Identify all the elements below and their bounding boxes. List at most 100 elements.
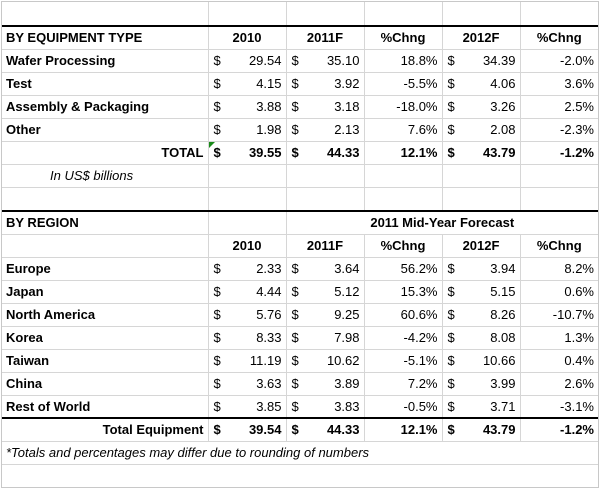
value-2012f[interactable]: $3.71 — [442, 395, 521, 419]
row-label[interactable]: Rest of World — [2, 395, 209, 419]
row-label[interactable]: China — [2, 372, 209, 396]
value-2011f[interactable]: $3.83 — [286, 395, 365, 419]
forecast-title[interactable]: 2011 Mid-Year Forecast — [286, 210, 598, 235]
col-header-chng-2012[interactable]: %Chng — [520, 234, 598, 258]
value-2010[interactable]: $39.55 — [208, 141, 287, 165]
value-2010[interactable]: $3.85 — [208, 395, 287, 419]
value-2011f[interactable]: $9.25 — [286, 303, 365, 327]
value-2010[interactable]: $1.98 — [208, 118, 287, 142]
row-label[interactable]: Assembly & Packaging — [2, 95, 209, 119]
change-2012[interactable]: 0.6% — [520, 280, 598, 304]
row-label[interactable]: Test — [2, 72, 209, 96]
change-2012[interactable]: 3.6% — [520, 72, 598, 96]
value-2010[interactable]: $5.76 — [208, 303, 287, 327]
col-header-chng-2011[interactable]: %Chng — [364, 234, 443, 258]
change-2012[interactable]: 2.5% — [520, 95, 598, 119]
change-2011[interactable]: -5.5% — [364, 72, 443, 96]
empty-cell[interactable] — [286, 164, 365, 188]
value-2011f[interactable]: $3.92 — [286, 72, 365, 96]
col-header-2010[interactable]: 2010 — [208, 234, 287, 258]
value-2010[interactable]: $11.19 — [208, 349, 287, 373]
change-2011[interactable]: 12.1% — [364, 417, 443, 442]
empty-cell[interactable] — [442, 187, 521, 212]
change-2011[interactable]: 56.2% — [364, 257, 443, 281]
col-header-2011f[interactable]: 2011F — [286, 25, 365, 50]
value-2011f[interactable]: $44.33 — [286, 417, 365, 442]
change-2011[interactable]: 60.6% — [364, 303, 443, 327]
empty-cell[interactable] — [442, 164, 521, 188]
value-2010[interactable]: $8.33 — [208, 326, 287, 350]
change-2011[interactable]: -0.5% — [364, 395, 443, 419]
change-2012[interactable]: 8.2% — [520, 257, 598, 281]
empty-cell[interactable] — [364, 164, 443, 188]
empty-cell[interactable] — [208, 187, 287, 212]
value-2010[interactable]: $4.15 — [208, 72, 287, 96]
value-2012f[interactable]: $3.26 — [442, 95, 521, 119]
row-label[interactable]: Korea — [2, 326, 209, 350]
change-2012[interactable]: -1.2% — [520, 417, 598, 442]
value-2012f[interactable]: $43.79 — [442, 141, 521, 165]
change-2012[interactable]: -1.2% — [520, 141, 598, 165]
value-2010[interactable]: $3.63 — [208, 372, 287, 396]
change-2012[interactable]: 1.3% — [520, 326, 598, 350]
row-label[interactable]: Other — [2, 118, 209, 142]
change-2011[interactable]: 18.8% — [364, 49, 443, 73]
change-2012[interactable]: 0.4% — [520, 349, 598, 373]
value-2012f[interactable]: $2.08 — [442, 118, 521, 142]
value-2010[interactable]: $29.54 — [208, 49, 287, 73]
value-2011f[interactable]: $10.62 — [286, 349, 365, 373]
col-header-chng-2012[interactable]: %Chng — [520, 25, 598, 50]
empty-cell[interactable] — [520, 187, 598, 212]
row-label[interactable]: TOTAL — [2, 141, 209, 165]
empty-cell[interactable] — [2, 234, 209, 258]
row-label[interactable]: Taiwan — [2, 349, 209, 373]
col-header-2010[interactable]: 2010 — [208, 25, 287, 50]
value-2010[interactable]: $39.54 — [208, 417, 287, 442]
col-header-2011f[interactable]: 2011F — [286, 234, 365, 258]
value-2012f[interactable]: $8.26 — [442, 303, 521, 327]
value-2011f[interactable]: $3.64 — [286, 257, 365, 281]
col-header-2012f[interactable]: 2012F — [442, 234, 521, 258]
change-2011[interactable]: -4.2% — [364, 326, 443, 350]
row-label[interactable]: Wafer Processing — [2, 49, 209, 73]
value-2010[interactable]: $2.33 — [208, 257, 287, 281]
equipment-section-title[interactable]: BY EQUIPMENT TYPE — [2, 25, 209, 50]
value-2011f[interactable]: $35.10 — [286, 49, 365, 73]
change-2011[interactable]: -5.1% — [364, 349, 443, 373]
value-2012f[interactable]: $3.94 — [442, 257, 521, 281]
value-2011f[interactable]: $44.33 — [286, 141, 365, 165]
value-2011f[interactable]: $3.18 — [286, 95, 365, 119]
row-label[interactable]: Europe — [2, 257, 209, 281]
region-section-title[interactable]: BY REGION — [2, 210, 209, 235]
col-header-2012f[interactable]: 2012F — [442, 25, 521, 50]
change-2012[interactable]: -3.1% — [520, 395, 598, 419]
change-2012[interactable]: -2.3% — [520, 118, 598, 142]
row-label[interactable]: North America — [2, 303, 209, 327]
value-2011f[interactable]: $3.89 — [286, 372, 365, 396]
empty-cell[interactable] — [364, 187, 443, 212]
change-2011[interactable]: 7.6% — [364, 118, 443, 142]
footnote[interactable]: *Totals and percentages may differ due t… — [2, 441, 598, 465]
empty-cell[interactable] — [520, 164, 598, 188]
value-2011f[interactable]: $7.98 — [286, 326, 365, 350]
row-label[interactable]: Japan — [2, 280, 209, 304]
change-2012[interactable]: -2.0% — [520, 49, 598, 73]
units-note[interactable]: In US$ billions — [2, 164, 209, 188]
change-2011[interactable]: 15.3% — [364, 280, 443, 304]
value-2010[interactable]: $3.88 — [208, 95, 287, 119]
change-2012[interactable]: -10.7% — [520, 303, 598, 327]
value-2012f[interactable]: $5.15 — [442, 280, 521, 304]
empty-cell[interactable] — [208, 164, 287, 188]
value-2010[interactable]: $4.44 — [208, 280, 287, 304]
empty-cell[interactable] — [208, 210, 287, 235]
value-2012f[interactable]: $34.39 — [442, 49, 521, 73]
value-2011f[interactable]: $2.13 — [286, 118, 365, 142]
change-2011[interactable]: -18.0% — [364, 95, 443, 119]
value-2012f[interactable]: $3.99 — [442, 372, 521, 396]
row-label[interactable]: Total Equipment — [2, 417, 209, 442]
empty-cell[interactable] — [2, 187, 209, 212]
value-2012f[interactable]: $10.66 — [442, 349, 521, 373]
change-2011[interactable]: 7.2% — [364, 372, 443, 396]
value-2011f[interactable]: $5.12 — [286, 280, 365, 304]
change-2012[interactable]: 2.6% — [520, 372, 598, 396]
